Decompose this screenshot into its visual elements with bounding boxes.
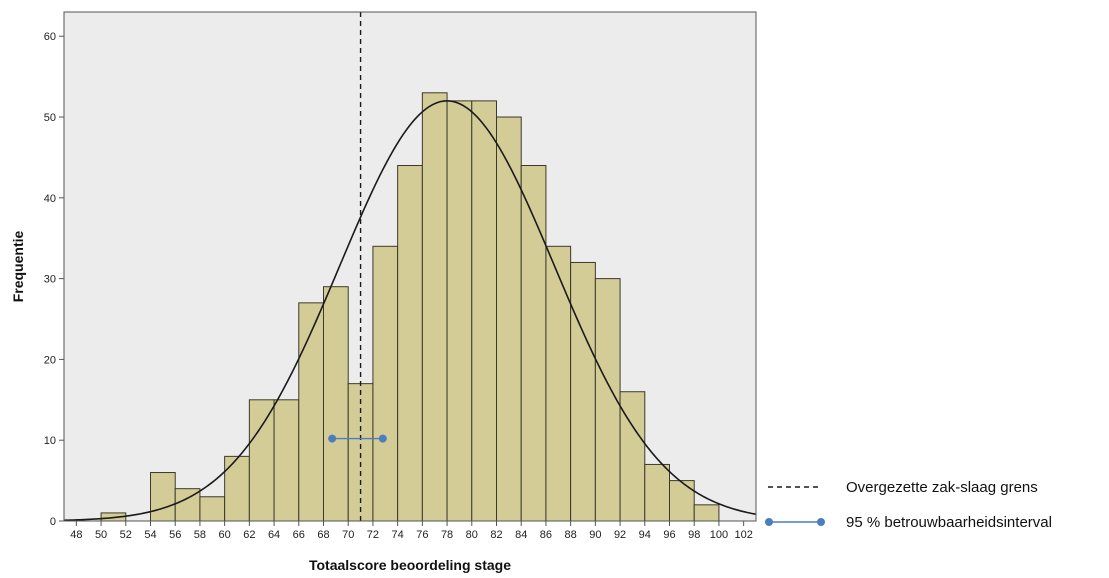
normal-curve-line xyxy=(63,100,757,522)
x-tick-label: 78 xyxy=(441,529,453,541)
histogram-bar xyxy=(545,245,572,522)
x-tick-label: 52 xyxy=(120,529,132,541)
histogram-bar xyxy=(446,100,473,522)
x-tick-label: 94 xyxy=(639,529,651,541)
y-tick-label: 60 xyxy=(44,31,56,43)
histogram-bar xyxy=(248,399,275,522)
histogram-bar xyxy=(496,116,522,522)
histogram-bar xyxy=(644,463,670,522)
x-tick-label: 66 xyxy=(293,529,305,541)
x-tick-label: 96 xyxy=(663,529,675,541)
histogram-bar xyxy=(150,472,176,522)
histogram-bar xyxy=(273,399,300,522)
plot-frame xyxy=(63,11,757,522)
x-tick-label: 50 xyxy=(95,529,107,541)
x-tick-label: 54 xyxy=(144,529,156,541)
histogram-bar xyxy=(471,100,497,522)
histogram-bar xyxy=(693,504,720,522)
x-tick-label: 58 xyxy=(194,529,206,541)
interval-endpoint xyxy=(328,434,337,443)
x-tick-label: 90 xyxy=(589,529,601,541)
y-tick-label: 10 xyxy=(44,435,56,447)
histogram-bar xyxy=(323,286,349,522)
x-tick-label: 98 xyxy=(688,529,700,541)
histogram-bar xyxy=(199,496,226,522)
x-tick-label: 84 xyxy=(515,529,527,541)
histogram-bar xyxy=(520,165,547,522)
interval-endpoint xyxy=(378,434,387,443)
histogram-bar xyxy=(372,245,399,522)
x-tick-label: 102 xyxy=(734,529,752,541)
histogram-bar xyxy=(570,261,596,522)
histogram-bar xyxy=(397,165,423,522)
y-axis-title: Frequentie xyxy=(10,231,26,303)
x-tick-label: 100 xyxy=(710,529,728,541)
x-tick-label: 82 xyxy=(490,529,502,541)
bars-layer xyxy=(100,92,720,522)
confidence-interval-marker xyxy=(328,434,387,443)
legend: Overgezette zak-slaag grens 95 % betrouw… xyxy=(765,479,1052,531)
x-tick-label: 68 xyxy=(317,529,329,541)
x-axis: 48 50 52 54 56 58 60 62 64 66 68 70 72 74 76 78 80 82 84 86… xyxy=(70,521,753,541)
y-tick-label: 50 xyxy=(44,112,56,124)
x-tick-label: 86 xyxy=(540,529,552,541)
legend-interval-dot-right xyxy=(817,518,825,526)
histogram-bar xyxy=(669,480,695,522)
x-axis-title: Totaalscore beoordeling stage xyxy=(309,557,511,573)
y-tick-label: 40 xyxy=(44,193,56,205)
histogram-bar xyxy=(421,92,448,522)
x-tick-label: 62 xyxy=(243,529,255,541)
legend-interval-label: 95 % betrouwbaarheidsinterval xyxy=(846,514,1052,531)
x-tick-label: 74 xyxy=(392,529,404,541)
x-tick-label: 76 xyxy=(416,529,428,541)
x-tick-label: 88 xyxy=(565,529,577,541)
x-tick-label: 64 xyxy=(268,529,280,541)
x-tick-label: 70 xyxy=(342,529,354,541)
x-tick-label: 48 xyxy=(70,529,82,541)
x-tick-label: 92 xyxy=(614,529,626,541)
legend-interval-dot-left xyxy=(765,518,773,526)
y-axis: 0 10 20 30 40 50 60 xyxy=(44,31,64,528)
legend-cutoff-label: Overgezette zak-slaag grens xyxy=(846,479,1038,496)
y-tick-label: 30 xyxy=(44,274,56,286)
x-tick-label: 56 xyxy=(169,529,181,541)
histogram-bar xyxy=(298,302,324,522)
histogram-bar xyxy=(224,455,250,522)
x-tick-label: 72 xyxy=(367,529,379,541)
x-tick-label: 60 xyxy=(219,529,231,541)
y-tick-label: 20 xyxy=(44,354,56,366)
x-tick-label: 80 xyxy=(466,529,478,541)
y-tick-label: 0 xyxy=(50,516,56,528)
